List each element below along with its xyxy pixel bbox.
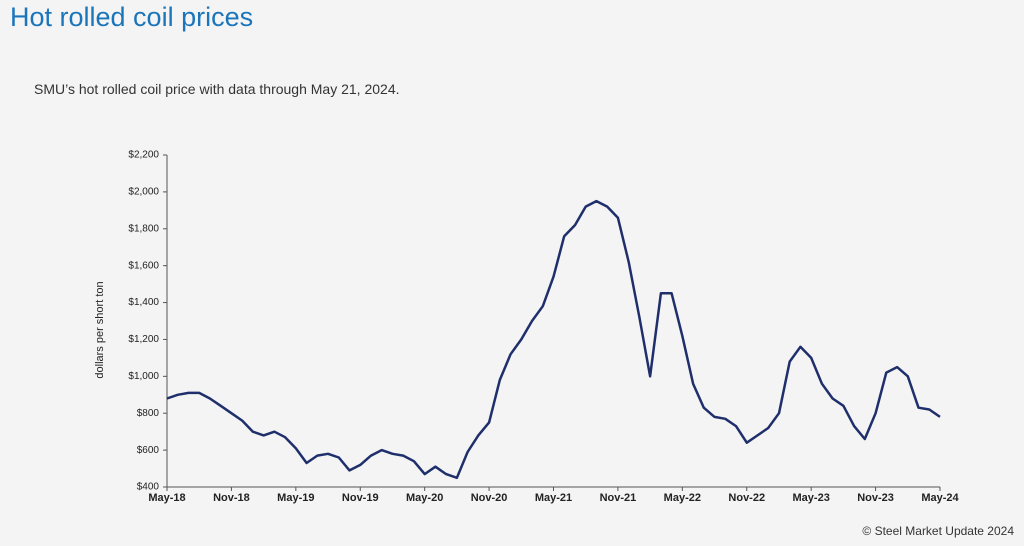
- x-tick-label: May-23: [793, 492, 830, 504]
- subtitle: SMU’s hot rolled coil price with data th…: [34, 81, 400, 97]
- x-tick-label: Nov-20: [471, 492, 508, 504]
- page-title: Hot rolled coil prices: [10, 2, 254, 32]
- y-tick-label: $2,000: [128, 187, 159, 198]
- y-tick-label: $2,200: [128, 150, 159, 161]
- source-note: © Steel Market Update 2024: [862, 524, 1014, 538]
- x-tick-label: Nov-18: [213, 492, 250, 504]
- y-tick-label: $1,400: [128, 297, 159, 308]
- y-tick-label: $1,600: [128, 260, 159, 271]
- y-tick-label: $1,000: [128, 371, 159, 382]
- x-tick-label: May-19: [277, 492, 314, 504]
- y-tick-label: $1,800: [128, 223, 159, 234]
- y-tick-label: $1,200: [128, 334, 159, 345]
- x-tick-label: May-20: [406, 492, 443, 504]
- x-tick-label: May-24: [921, 492, 959, 504]
- y-tick-label: $800: [137, 408, 160, 419]
- x-tick-label: Nov-23: [857, 492, 894, 504]
- y-tick-label: $600: [137, 445, 160, 456]
- y-tick-label: $400: [137, 482, 160, 493]
- x-tick-label: Nov-22: [728, 492, 765, 504]
- x-tick-label: May-22: [664, 492, 701, 504]
- x-tick-label: May-18: [148, 492, 185, 504]
- x-tick-label: Nov-21: [600, 492, 637, 504]
- price-line: [166, 199, 941, 480]
- y-axis-label: dollars per short ton: [94, 281, 106, 378]
- x-tick-label: May-21: [535, 492, 572, 504]
- x-tick-label: Nov-19: [342, 492, 379, 504]
